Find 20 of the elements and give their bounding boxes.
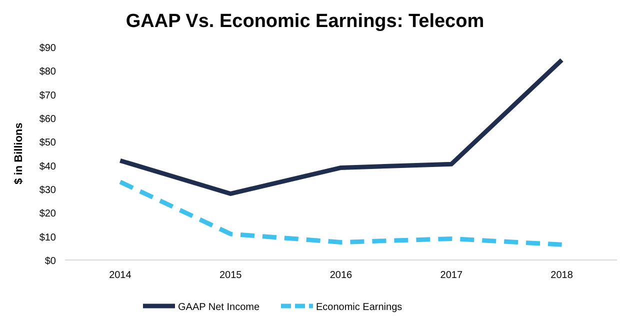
legend-label: Economic Earnings bbox=[316, 302, 402, 313]
y-tick-label: $10 bbox=[39, 232, 56, 244]
legend-label: GAAP Net Income bbox=[178, 302, 260, 313]
line-series bbox=[118, 58, 564, 196]
y-tick-label: $70 bbox=[39, 90, 56, 102]
x-tick-label: 2017 bbox=[440, 270, 463, 281]
y-tick-label: $80 bbox=[39, 66, 56, 78]
y-tick-label: $0 bbox=[44, 256, 56, 267]
x-tick-label: 2014 bbox=[109, 270, 132, 281]
y-tick-label: $20 bbox=[39, 208, 56, 220]
chart-title: GAAP Vs. Economic Earnings: Telecom bbox=[126, 11, 484, 32]
x-tick-label: 2018 bbox=[550, 270, 574, 281]
x-tick-label: 2015 bbox=[219, 270, 242, 281]
y-tick-label: $90 bbox=[39, 43, 56, 54]
y-tick-label: $60 bbox=[39, 114, 56, 125]
y-axis-title: $ in Billions bbox=[13, 122, 25, 184]
x-tick-label: 2016 bbox=[330, 270, 353, 281]
y-tick-label: $30 bbox=[39, 185, 56, 196]
y-tick-label: $50 bbox=[39, 138, 56, 149]
y-tick-label: $40 bbox=[39, 161, 56, 172]
